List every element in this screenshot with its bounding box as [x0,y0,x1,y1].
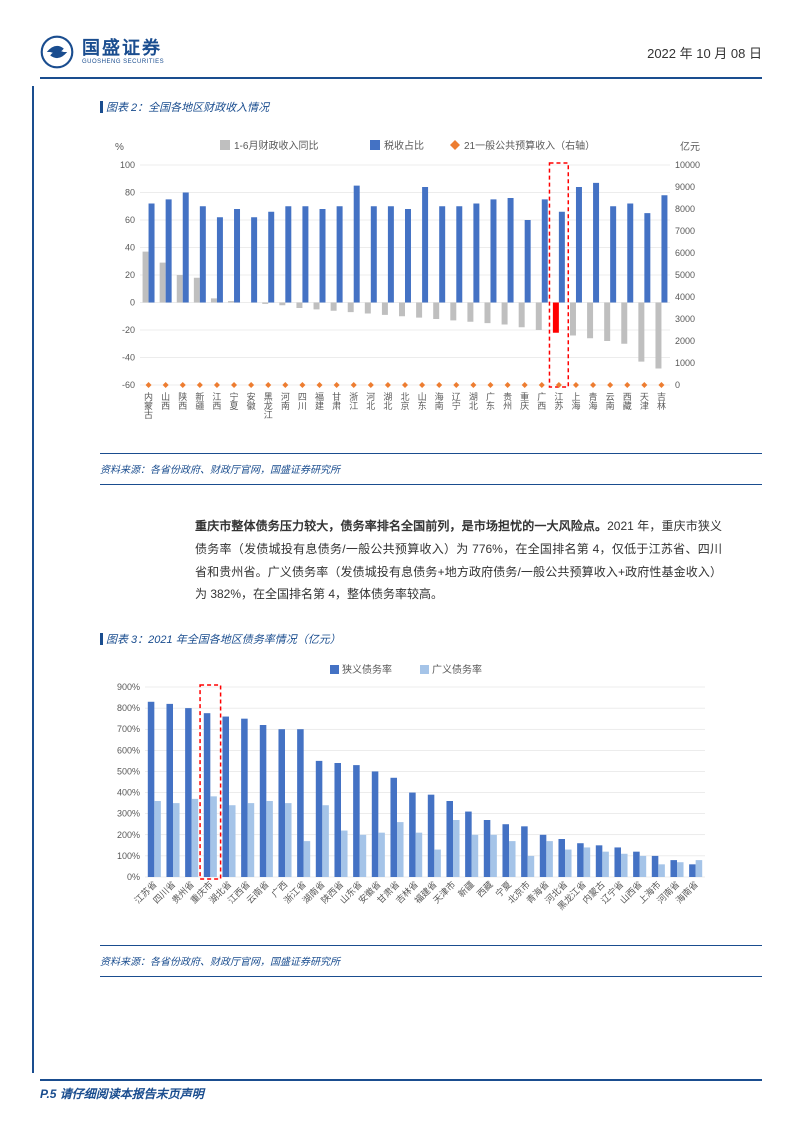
svg-text:%: % [115,142,124,153]
chart-2-section: 图表 2：全国各地区财政收入情况 -60-40-2002040608010001… [100,99,762,485]
svg-text:9000: 9000 [675,182,695,192]
svg-text:广东: 广东 [486,391,495,411]
svg-text:江苏: 江苏 [554,392,563,411]
svg-text:安徽: 安徽 [247,391,256,411]
svg-text:上海: 上海 [571,392,580,411]
svg-text:60: 60 [125,215,135,225]
svg-text:税收占比: 税收占比 [384,139,424,152]
svg-text:黑龙江: 黑龙江 [264,392,273,420]
svg-text:贵州: 贵州 [503,391,512,411]
svg-text:-60: -60 [122,380,135,390]
svg-text:3000: 3000 [675,314,695,324]
svg-text:宁夏: 宁夏 [230,391,239,411]
svg-text:4000: 4000 [675,292,695,302]
svg-text:200%: 200% [117,830,140,840]
company-logo-icon [40,35,74,69]
chart-title-marker [100,101,103,113]
svg-text:-40: -40 [122,353,135,363]
svg-text:海南: 海南 [435,391,444,411]
svg-text:1000: 1000 [675,358,695,368]
svg-text:21一般公共预算收入（右轴）: 21一般公共预算收入（右轴） [464,139,595,152]
svg-text:700%: 700% [117,724,140,734]
svg-text:浙江: 浙江 [349,391,358,411]
svg-text:河南: 河南 [281,391,290,411]
svg-text:甘肃: 甘肃 [332,391,341,411]
svg-text:广义债务率: 广义债务率 [432,663,482,676]
svg-text:江西: 江西 [212,392,221,411]
chart-title-marker [100,633,103,645]
svg-text:山东: 山东 [418,392,427,411]
svg-text:20: 20 [125,270,135,280]
chart-2-source: 资料来源：各省份政府、财政厅官网，国盛证券研究所 [100,465,340,476]
chart-3-source: 资料来源：各省份政府、财政厅官网，国盛证券研究所 [100,957,340,968]
page-footer: P.5 请仔细阅读本报告末页声明 [40,1079,762,1103]
svg-text:新疆: 新疆 [195,391,204,411]
svg-text:山西: 山西 [161,392,170,411]
svg-text:陕西: 陕西 [178,391,187,411]
svg-text:40: 40 [125,243,135,253]
svg-text:狭义债务率: 狭义债务率 [342,663,392,676]
svg-text:300%: 300% [117,809,140,819]
svg-text:6000: 6000 [675,248,695,258]
svg-text:福建: 福建 [315,391,324,411]
page-header: 国盛证券 GUOSHENG SECURITIES 2022 年 10 月 08 … [40,35,762,79]
svg-text:80: 80 [125,188,135,198]
svg-text:0%: 0% [127,872,140,882]
svg-text:500%: 500% [117,767,140,777]
svg-text:吉林: 吉林 [657,392,666,411]
company-name-en: GUOSHENG SECURITIES [82,59,164,65]
svg-text:亿元: 亿元 [680,140,700,153]
svg-text:-20: -20 [122,325,135,335]
svg-text:900%: 900% [117,682,140,692]
chart-2-title: 图表 2：全国各地区财政收入情况 [106,99,269,115]
svg-text:1-6月财政收入同比: 1-6月财政收入同比 [234,139,318,152]
svg-text:100: 100 [120,160,135,170]
svg-text:0: 0 [675,380,680,390]
svg-text:天津: 天津 [640,392,649,411]
report-date: 2022 年 10 月 08 日 [647,43,762,62]
chart-3-title: 图表 3：2021 年全国各地区债务率情况（亿元） [106,631,341,647]
svg-text:600%: 600% [117,746,140,756]
svg-text:西藏: 西藏 [474,879,495,900]
svg-text:新疆: 新疆 [456,879,477,900]
svg-text:北京: 北京 [400,392,409,411]
svg-text:广西: 广西 [537,391,546,411]
svg-text:0: 0 [130,298,135,308]
svg-text:5000: 5000 [675,270,695,280]
svg-text:辽宁: 辽宁 [452,392,461,411]
side-vertical-rule [32,86,34,1073]
svg-text:2000: 2000 [675,336,695,346]
chart-3-plot: 0% 100% 200% 300% 400% 500% 600% 700% 800% 900% 狭义… [100,657,720,937]
svg-text:湖北: 湖北 [383,392,392,411]
svg-text:8000: 8000 [675,204,695,214]
svg-text:10000: 10000 [675,160,700,170]
company-name-cn: 国盛证券 [82,39,164,59]
svg-text:7000: 7000 [675,226,695,236]
svg-text:100%: 100% [117,851,140,861]
svg-text:四川: 四川 [298,392,307,411]
chart-3-section: 图表 3：2021 年全国各地区债务率情况（亿元） 0% 100% 200% 300%… [100,631,762,977]
svg-text:河北: 河北 [366,391,375,411]
svg-text:400%: 400% [117,788,140,798]
chart-2-plot: -60-40-200204060801000100020003000400050… [100,125,720,445]
svg-text:云南: 云南 [606,392,615,411]
svg-text:内蒙古: 内蒙古 [144,391,153,420]
svg-text:重庆: 重庆 [520,391,529,411]
footer-text: P.5 请仔细阅读本报告末页声明 [40,1087,204,1101]
logo: 国盛证券 GUOSHENG SECURITIES [40,35,164,69]
paragraph-bold: 重庆市整体债务压力较大，债务率排名全国前列，是市场担忧的一大风险点。 [195,519,607,533]
svg-text:西藏: 西藏 [623,392,632,411]
svg-text:湖北: 湖北 [469,392,478,411]
body-paragraph: 重庆市整体债务压力较大，债务率排名全国前列，是市场担忧的一大风险点。2021 年… [195,515,722,606]
svg-text:800%: 800% [117,703,140,713]
svg-text:青海: 青海 [589,391,598,411]
